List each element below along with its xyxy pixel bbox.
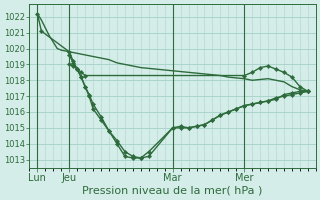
X-axis label: Pression niveau de la mer( hPa ): Pression niveau de la mer( hPa )	[83, 186, 263, 196]
